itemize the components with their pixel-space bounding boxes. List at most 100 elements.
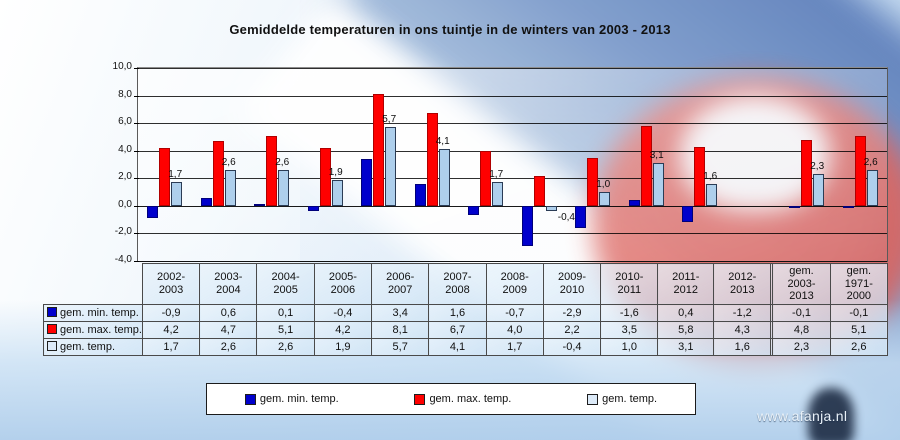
data-label: 1,0 bbox=[596, 179, 611, 191]
data-label: 1,9 bbox=[328, 166, 343, 178]
gridline bbox=[138, 95, 887, 97]
category-separator bbox=[566, 68, 567, 261]
table-cell: 2,6 bbox=[199, 338, 258, 356]
bar-avg bbox=[545, 205, 557, 212]
bar-min bbox=[200, 197, 212, 206]
table-row: gem. min. temp. -0,9 0,6 0,1 -0,4 3,4 1,6 -0,7-… bbox=[43, 304, 889, 322]
y-axis-tick-mark bbox=[134, 233, 139, 235]
bar-avg bbox=[171, 182, 183, 206]
table-cell: -0,4 bbox=[313, 304, 373, 322]
legend-item: gem. max. temp. bbox=[414, 393, 511, 405]
table-cell: 5,1 bbox=[829, 321, 889, 339]
data-label: 1,7 bbox=[489, 169, 504, 181]
table-cell: 1,6 bbox=[713, 338, 772, 356]
bar-max bbox=[854, 135, 866, 206]
bar-min bbox=[414, 183, 426, 206]
table-cell: 4,3 bbox=[713, 321, 772, 339]
category-separator bbox=[513, 68, 514, 261]
series-color-swatch-icon bbox=[47, 323, 57, 334]
bar-max bbox=[159, 147, 171, 206]
table-row-label: gem. max. temp. bbox=[43, 321, 143, 339]
y-axis-tick-label: 6,0 bbox=[118, 116, 132, 128]
table-cell: 4,2 bbox=[141, 321, 201, 339]
bar-max bbox=[319, 147, 331, 206]
table-row: gem. max. temp. 4,2 4,7 5,1 4,2 8,1 6,7 4,0 2,2 3… bbox=[43, 321, 889, 339]
table-header-cell: 2007- 2008 bbox=[428, 263, 487, 305]
data-label: 1,6 bbox=[703, 170, 718, 182]
chart-legend: gem. min. temp. gem. max. temp. gem. temp. bbox=[206, 383, 696, 415]
bar-min bbox=[521, 205, 533, 246]
bar-avg bbox=[278, 170, 290, 206]
legend-color-swatch-icon bbox=[414, 393, 426, 405]
bar-avg bbox=[224, 170, 236, 206]
table-cell: 6,7 bbox=[428, 321, 487, 339]
gridline bbox=[138, 68, 887, 69]
bar-max bbox=[373, 94, 385, 206]
category-separator bbox=[352, 68, 353, 261]
bar-min bbox=[361, 158, 373, 206]
category-separator bbox=[459, 68, 460, 261]
bar-max bbox=[801, 139, 813, 206]
gridline bbox=[138, 150, 887, 152]
gridline bbox=[138, 261, 887, 262]
legend-item: gem. min. temp. bbox=[244, 393, 339, 405]
table-row-label: gem. temp. bbox=[43, 338, 143, 356]
bar-max bbox=[480, 150, 492, 206]
gridline bbox=[138, 123, 887, 125]
table-header-row: 2002- 2003 2003- 2004 2004- 2005 2005- 2006 2006… bbox=[44, 263, 889, 305]
table-cell: 4,7 bbox=[199, 321, 258, 339]
table-cell: -0,4 bbox=[542, 338, 602, 356]
table-cell: 2,6 bbox=[829, 338, 889, 356]
table-header-cell: 2010- 2011 bbox=[600, 263, 659, 305]
legend-item-label: gem. min. temp. bbox=[259, 393, 339, 405]
data-label: 5,7 bbox=[382, 114, 397, 126]
bar-avg bbox=[706, 183, 718, 206]
bar-avg bbox=[492, 182, 504, 206]
table-header-cell: 2006- 2007 bbox=[371, 263, 430, 305]
table-cell: 2,2 bbox=[542, 321, 602, 339]
category-separator bbox=[192, 68, 193, 261]
table-cell: 5,8 bbox=[657, 321, 715, 339]
table-header-cell: 2004- 2005 bbox=[256, 263, 315, 305]
series-color-swatch-icon bbox=[47, 340, 57, 351]
table-cell: 1,7 bbox=[485, 338, 544, 356]
legend-item: gem. temp. bbox=[587, 393, 657, 405]
y-axis-tick-mark bbox=[134, 68, 139, 69]
y-axis-tick-mark bbox=[134, 95, 139, 97]
table-header-cell: 2009- 2010 bbox=[542, 263, 602, 305]
table-cell: -0,1 bbox=[829, 304, 889, 322]
y-axis-tick-label: 2,0 bbox=[118, 171, 132, 183]
gridline bbox=[138, 178, 887, 180]
legend-color-swatch-icon bbox=[587, 393, 599, 405]
data-label: 2,6 bbox=[221, 157, 236, 168]
bar-min bbox=[789, 205, 801, 208]
legend-item-label: gem. temp. bbox=[602, 393, 658, 405]
table-cell: 4,0 bbox=[485, 321, 544, 339]
bar-max bbox=[694, 146, 706, 206]
y-axis-tick-label: 10,0 bbox=[112, 61, 132, 72]
table-cell: 1,9 bbox=[313, 338, 373, 356]
y-axis-tick-mark bbox=[134, 123, 139, 125]
table-corner-cell bbox=[44, 264, 143, 305]
data-label: -0,4 bbox=[557, 212, 575, 224]
table-header-cell: 2005- 2006 bbox=[313, 263, 373, 305]
y-axis-tick-label: -4,0 bbox=[114, 254, 132, 265]
background-silhouette bbox=[808, 388, 854, 440]
table-cell: 1,6 bbox=[428, 304, 487, 322]
table-cell: 1,7 bbox=[141, 338, 201, 356]
bar-min bbox=[682, 205, 694, 223]
category-separator bbox=[299, 68, 300, 261]
category-separator bbox=[834, 68, 835, 261]
table-cell: 3,1 bbox=[657, 338, 715, 356]
table-cell: -1,2 bbox=[713, 304, 772, 322]
category-separator bbox=[245, 68, 246, 261]
bar-max bbox=[587, 157, 599, 206]
gridline bbox=[138, 233, 887, 235]
data-label: 1,7 bbox=[168, 169, 183, 181]
table-header-cell: gem. 2003- 2013 bbox=[772, 263, 831, 305]
chart-title: Gemiddelde temperaturen in ons tuintje i… bbox=[229, 22, 671, 37]
bar-avg bbox=[385, 127, 397, 206]
bar-avg bbox=[652, 163, 664, 206]
category-separator bbox=[780, 68, 781, 261]
